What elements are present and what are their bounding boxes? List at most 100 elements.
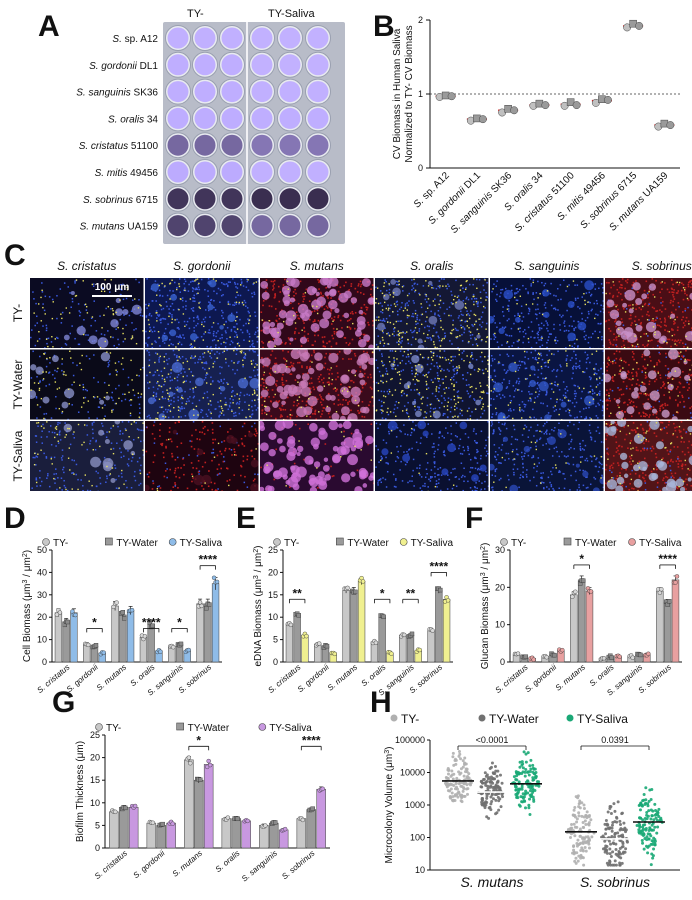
yellow-pixel [157, 330, 160, 333]
blue-pixel [597, 384, 599, 386]
blue-pixel [515, 288, 518, 290]
red-pixel [262, 418, 265, 420]
yellow-pixel [421, 366, 423, 368]
yellow-pixel [507, 404, 510, 406]
blue-pixel [180, 397, 182, 400]
micrograph-column-label: S. gordonii [173, 259, 231, 273]
red-pixel [341, 327, 343, 329]
blue-pixel [109, 291, 111, 293]
red-pixel [629, 314, 632, 317]
blue-pixel [113, 344, 115, 347]
yellow-pixel [357, 404, 360, 407]
blue-pixel [684, 343, 687, 346]
blue-pixel [169, 289, 171, 292]
blue-pixel [481, 321, 484, 324]
strain-label: S. mutans UA159 [80, 222, 159, 233]
yellow-pixel [461, 409, 463, 412]
blue-pixel [452, 365, 454, 368]
yellow-pixel [109, 473, 112, 475]
yellow-pixel [669, 317, 672, 319]
blue-pixel [598, 404, 601, 406]
red-pixel [211, 488, 214, 491]
blue-pixel [463, 291, 465, 293]
colony-blob [632, 282, 641, 291]
yellow-pixel [137, 436, 140, 439]
blue-pixel [438, 400, 441, 402]
blue-pixel [450, 406, 453, 409]
blue-pixel [595, 415, 598, 417]
blue-pixel [44, 347, 46, 348]
micrograph-tile [490, 278, 604, 348]
blue-pixel [410, 329, 412, 332]
blue-pixel [218, 352, 221, 355]
yellow-pixel [91, 283, 94, 286]
colony-blob [115, 308, 123, 316]
blue-pixel [564, 392, 567, 394]
red-pixel [625, 280, 627, 282]
blue-pixel [437, 367, 439, 369]
blue-pixel [235, 403, 238, 405]
yellow-pixel [640, 335, 642, 338]
blue-pixel [501, 382, 504, 384]
blue-pixel [508, 318, 510, 320]
red-pixel [272, 288, 274, 291]
blue-pixel [209, 411, 212, 413]
blue-pixel [399, 350, 402, 352]
blue-pixel [252, 342, 254, 345]
yellow-pixel [424, 375, 426, 377]
yellow-pixel [552, 391, 555, 393]
blue-pixel [43, 309, 46, 312]
red-pixel [615, 345, 618, 348]
blue-pixel [537, 324, 540, 326]
colony-blob [647, 370, 657, 380]
blue-pixel [455, 381, 458, 384]
blue-pixel [243, 351, 245, 354]
yellow-pixel [67, 388, 70, 391]
red-pixel [266, 365, 269, 368]
blue-pixel [658, 400, 661, 403]
yellow-pixel [676, 411, 678, 413]
blue-pixel [158, 314, 161, 316]
blue-pixel [569, 359, 572, 362]
yellow-pixel [198, 282, 200, 285]
colony-blob [319, 318, 330, 329]
red-pixel [357, 409, 359, 412]
blue-pixel [429, 410, 432, 413]
blue-pixel [93, 421, 95, 423]
red-pixel [612, 380, 615, 383]
yellow-pixel [103, 314, 105, 316]
blue-pixel [518, 288, 521, 291]
red-pixel [285, 419, 287, 420]
yellow-pixel [124, 393, 126, 395]
red-pixel [627, 370, 629, 373]
yellow-pixel [513, 296, 516, 299]
yellow-pixel [455, 301, 457, 304]
blue-pixel [177, 374, 180, 376]
blue-pixel [592, 390, 594, 392]
blue-pixel [71, 298, 74, 300]
red-pixel [690, 286, 692, 289]
blue-pixel [488, 299, 489, 302]
red-pixel [347, 386, 350, 388]
yellow-pixel [47, 345, 49, 348]
blue-pixel [195, 288, 198, 291]
yellow-pixel [569, 344, 571, 347]
red-pixel [661, 300, 664, 303]
blue-pixel [503, 369, 506, 371]
yellow-pixel [43, 353, 45, 355]
blue-pixel [133, 329, 135, 331]
blue-pixel [162, 397, 164, 400]
blue-pixel [537, 369, 540, 371]
blue-pixel [41, 291, 44, 293]
yellow-pixel [53, 477, 55, 480]
red-pixel [628, 371, 630, 374]
blue-pixel [448, 285, 450, 288]
blue-pixel [97, 472, 99, 474]
red-pixel [340, 383, 342, 386]
blue-pixel [42, 379, 44, 381]
blue-pixel [538, 339, 540, 341]
yellow-pixel [220, 412, 223, 414]
blue-pixel [454, 327, 457, 330]
blue-pixel [31, 487, 33, 489]
